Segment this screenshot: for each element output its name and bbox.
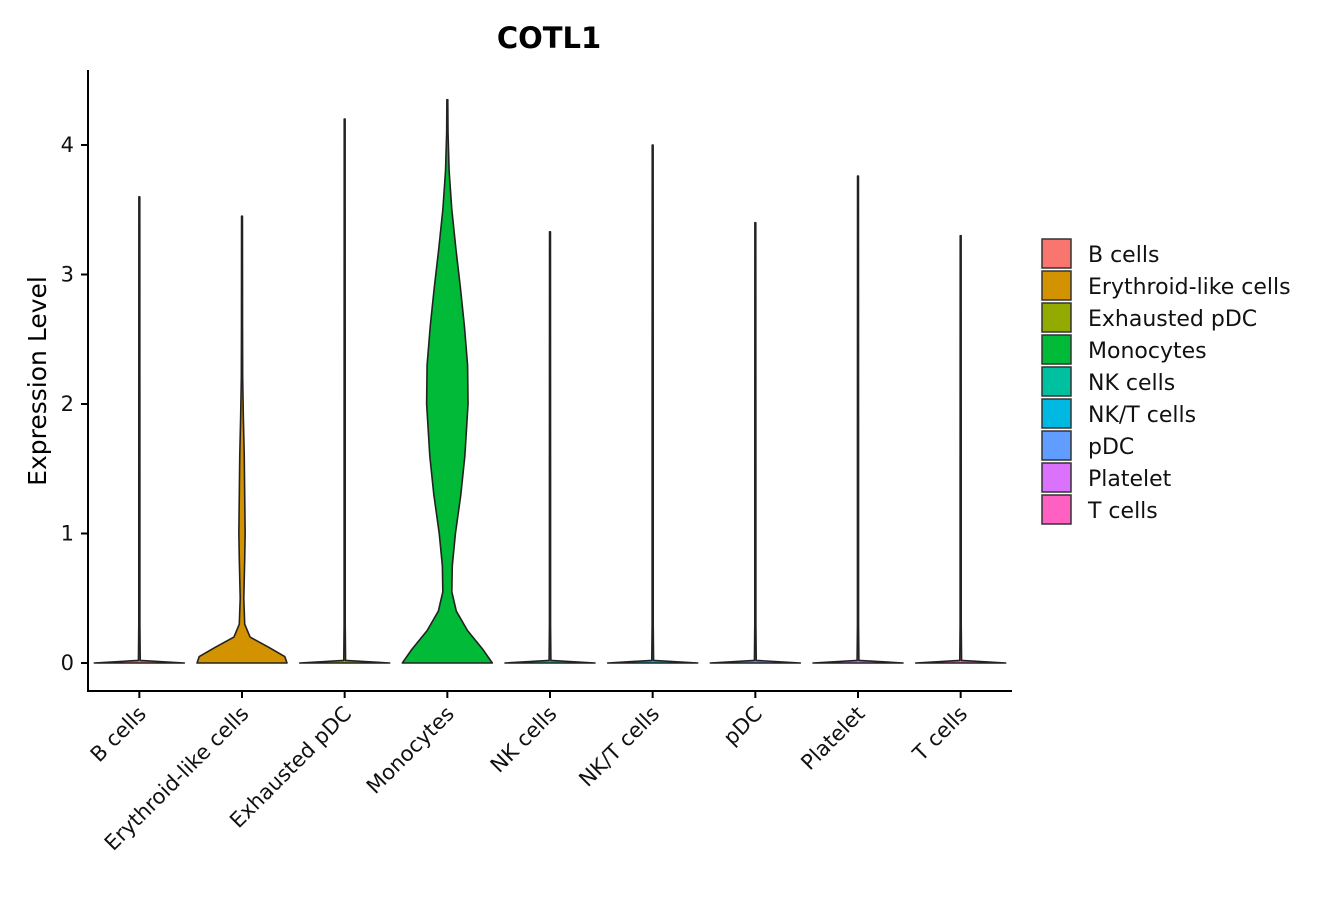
legend-label: B cells xyxy=(1088,243,1159,268)
violin-exhausted-pdc xyxy=(298,118,391,664)
x-tick-label: Monocytes xyxy=(362,702,459,799)
legend: B cells Erythroid-like cells Exhausted pDC… xyxy=(1041,238,1291,525)
x-tick-label: NK cells xyxy=(486,702,562,778)
legend-label: Exhausted pDC xyxy=(1088,307,1257,332)
y-tick-label: 0 xyxy=(61,651,74,675)
violin-t-cells xyxy=(914,234,1007,664)
y-tick-label: 4 xyxy=(61,133,74,157)
legend-label: Monocytes xyxy=(1088,339,1207,364)
legend-swatch xyxy=(1041,494,1072,525)
legend-label: pDC xyxy=(1088,435,1134,460)
x-tick-label: pDC xyxy=(719,702,767,750)
legend-label: NK/T cells xyxy=(1088,403,1196,428)
legend-swatch xyxy=(1041,270,1072,301)
y-tick-label: 1 xyxy=(61,522,74,546)
x-tick-label: Platelet xyxy=(796,702,869,775)
legend-swatch xyxy=(1041,302,1072,333)
legend-label: Platelet xyxy=(1088,467,1172,492)
violin-erythroid-like-cells xyxy=(196,215,288,664)
chart-title: COTL1 xyxy=(497,21,601,55)
y-tick-label: 3 xyxy=(61,263,74,287)
legend-label: T cells xyxy=(1087,499,1158,524)
violin-monocytes xyxy=(401,98,494,664)
violins-group xyxy=(93,98,1007,664)
violin-platelet xyxy=(812,175,904,664)
legend-swatch xyxy=(1041,366,1072,397)
violin-nk-cells xyxy=(504,230,596,664)
x-tick-label: NK/T cells xyxy=(574,702,664,792)
legend-label: NK cells xyxy=(1088,371,1175,396)
violin-b-cells xyxy=(93,196,186,664)
legend-swatch xyxy=(1041,238,1072,269)
violin-nk-t-cells xyxy=(606,144,699,664)
x-tick-label: B cells xyxy=(86,702,151,767)
legend-swatch xyxy=(1041,334,1072,365)
y-tick-label: 2 xyxy=(61,392,74,416)
violin-pdc xyxy=(709,221,802,664)
legend-swatch xyxy=(1041,462,1072,493)
x-tick-label: T cells xyxy=(907,702,972,767)
y-axis-label: Expression Level xyxy=(23,276,52,486)
legend-swatch xyxy=(1041,430,1072,461)
legend-swatch xyxy=(1041,398,1072,429)
legend-label: Erythroid-like cells xyxy=(1088,275,1291,300)
